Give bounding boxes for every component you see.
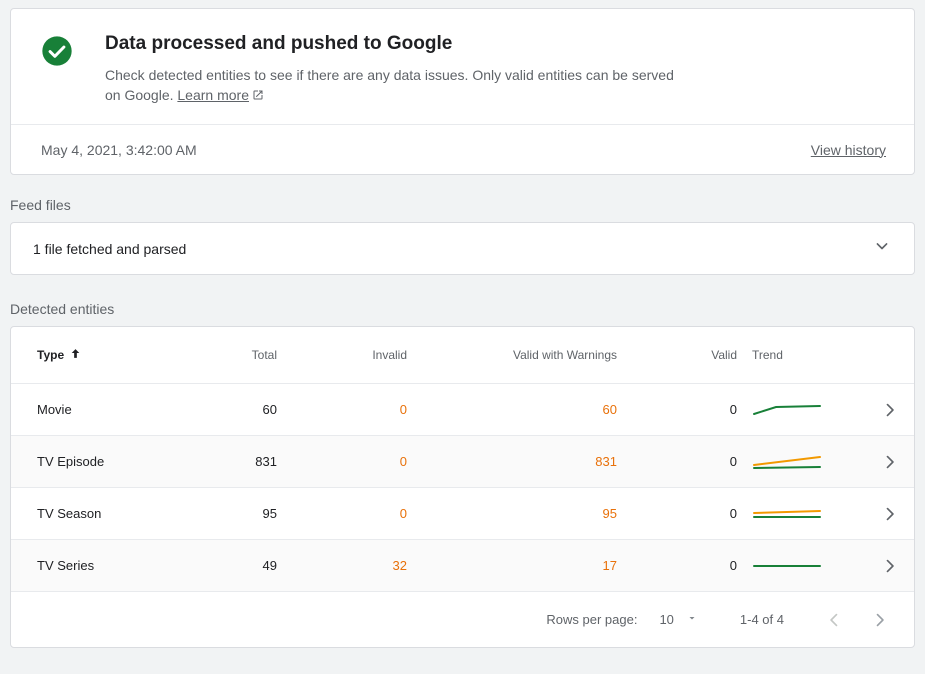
table-row[interactable]: TV Season 95 0 95 0 xyxy=(11,487,914,539)
status-description-text: Check detected entities to see if there … xyxy=(105,67,674,103)
feed-files-card[interactable]: 1 file fetched and parsed xyxy=(10,222,915,275)
sort-ascending-icon xyxy=(69,347,82,363)
valid-cell: 0 xyxy=(729,558,737,573)
trend-sparkline xyxy=(737,504,856,524)
dropdown-arrow-icon xyxy=(686,612,698,627)
detected-entities-section-label: Detected entities xyxy=(10,301,115,317)
feed-files-summary: 1 file fetched and parsed xyxy=(33,240,187,257)
pagination-range-label: 1-4 of 4 xyxy=(739,612,784,627)
status-title: Data processed and pushed to Google xyxy=(105,33,453,54)
column-header-trend: Trend xyxy=(752,348,783,362)
row-chevron-right-icon[interactable] xyxy=(856,504,900,524)
column-header-type-label: Type xyxy=(37,348,65,362)
entity-type-cell: TV Episode xyxy=(37,454,105,469)
success-check-icon xyxy=(41,35,73,106)
rows-per-page-value: 10 xyxy=(659,612,674,627)
status-timestamp: May 4, 2021, 3:42:00 AM xyxy=(41,141,197,158)
valid-with-warnings-cell: 95 xyxy=(602,506,617,521)
valid-cell: 0 xyxy=(729,506,737,521)
status-description: Check detected entities to see if there … xyxy=(105,65,680,106)
row-chevron-right-icon[interactable] xyxy=(856,556,900,576)
total-cell: 831 xyxy=(255,454,277,469)
invalid-cell: 0 xyxy=(399,454,407,469)
table-header-row: Type Total Invalid Valid with Warnings V… xyxy=(11,327,914,383)
rows-per-page-label: Rows per page: xyxy=(546,612,638,627)
table-pagination: Rows per page: 10 1-4 of 4 xyxy=(11,591,914,647)
total-cell: 60 xyxy=(262,402,277,417)
trend-sparkline xyxy=(737,400,856,420)
status-card-main: Data processed and pushed to Google Chec… xyxy=(11,9,914,124)
total-cell: 95 xyxy=(262,506,277,521)
column-header-type[interactable]: Type xyxy=(37,347,197,363)
invalid-cell: 0 xyxy=(399,506,407,521)
invalid-cell: 32 xyxy=(392,558,407,573)
row-chevron-right-icon[interactable] xyxy=(856,452,900,472)
learn-more-label: Learn more xyxy=(177,87,249,103)
rows-per-page-select[interactable]: 10 xyxy=(659,612,697,627)
table-row[interactable]: TV Episode 831 0 831 0 xyxy=(11,435,914,487)
chevron-down-icon[interactable] xyxy=(872,236,892,261)
detected-entities-table: Type Total Invalid Valid with Warnings V… xyxy=(10,326,915,648)
trend-sparkline xyxy=(737,452,856,472)
total-cell: 49 xyxy=(262,558,277,573)
external-link-icon xyxy=(252,88,264,104)
feed-files-section-label: Feed files xyxy=(10,197,71,213)
valid-with-warnings-cell: 831 xyxy=(595,454,617,469)
status-text-block: Data processed and pushed to Google Chec… xyxy=(105,33,680,106)
valid-cell: 0 xyxy=(729,402,737,417)
row-chevron-right-icon[interactable] xyxy=(856,400,900,420)
column-header-valid[interactable]: Valid xyxy=(711,348,737,362)
column-header-valid-with-warnings[interactable]: Valid with Warnings xyxy=(512,348,617,362)
view-history-link[interactable]: View history xyxy=(810,141,886,158)
learn-more-link[interactable]: Learn more xyxy=(177,87,264,103)
valid-with-warnings-cell: 17 xyxy=(602,558,617,573)
entity-type-cell: TV Season xyxy=(37,506,102,521)
entity-type-cell: Movie xyxy=(37,402,72,417)
pagination-nav xyxy=(824,610,890,630)
column-header-total[interactable]: Total xyxy=(251,348,277,362)
status-card-footer: May 4, 2021, 3:42:00 AM View history xyxy=(11,124,914,174)
table-row[interactable]: TV Series 49 32 17 0 xyxy=(11,539,914,591)
valid-with-warnings-cell: 60 xyxy=(602,402,617,417)
column-header-invalid[interactable]: Invalid xyxy=(372,348,407,362)
status-card: Data processed and pushed to Google Chec… xyxy=(10,8,915,175)
entity-type-cell: TV Series xyxy=(37,558,95,573)
table-row[interactable]: Movie 60 0 60 0 xyxy=(11,383,914,435)
next-page-icon[interactable] xyxy=(870,610,890,630)
trend-sparkline xyxy=(737,556,856,576)
invalid-cell: 0 xyxy=(399,402,407,417)
previous-page-icon[interactable] xyxy=(824,610,844,630)
valid-cell: 0 xyxy=(729,454,737,469)
